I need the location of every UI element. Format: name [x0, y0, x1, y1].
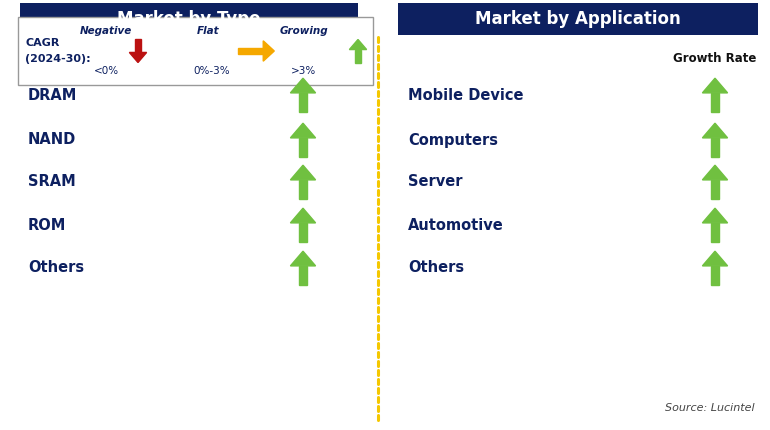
Text: Automotive: Automotive	[408, 218, 504, 233]
Text: ROM: ROM	[28, 218, 66, 233]
Polygon shape	[136, 40, 140, 52]
Text: Growth Rate: Growth Rate	[261, 52, 345, 64]
Text: Computers: Computers	[408, 132, 498, 147]
Text: Server: Server	[408, 175, 463, 190]
Text: >3%: >3%	[291, 66, 316, 76]
Polygon shape	[711, 93, 718, 112]
Polygon shape	[290, 251, 316, 266]
Polygon shape	[702, 251, 728, 266]
Text: Growing: Growing	[280, 26, 328, 36]
Polygon shape	[300, 266, 306, 285]
Polygon shape	[290, 208, 316, 223]
Polygon shape	[300, 223, 306, 242]
Text: Negative: Negative	[80, 26, 132, 36]
Text: Market by Type: Market by Type	[117, 10, 261, 28]
Polygon shape	[290, 123, 316, 138]
Polygon shape	[702, 78, 728, 93]
FancyBboxPatch shape	[20, 3, 358, 35]
Polygon shape	[356, 49, 360, 62]
Polygon shape	[300, 138, 306, 157]
Polygon shape	[129, 52, 146, 62]
Text: CAGR: CAGR	[25, 38, 59, 48]
Polygon shape	[711, 266, 718, 285]
Text: Source: Lucintel: Source: Lucintel	[665, 403, 755, 413]
Polygon shape	[702, 123, 728, 138]
Polygon shape	[711, 138, 718, 157]
FancyBboxPatch shape	[398, 3, 758, 35]
Text: <0%: <0%	[93, 66, 119, 76]
Polygon shape	[702, 208, 728, 223]
Polygon shape	[300, 93, 306, 112]
Text: 0%-3%: 0%-3%	[194, 66, 230, 76]
Polygon shape	[711, 223, 718, 242]
Text: SRAM: SRAM	[28, 175, 75, 190]
Polygon shape	[290, 165, 316, 180]
Polygon shape	[702, 165, 728, 180]
Text: Others: Others	[408, 261, 464, 276]
Text: (2024-30):: (2024-30):	[25, 54, 91, 64]
Polygon shape	[300, 180, 306, 199]
Text: Market by Application: Market by Application	[475, 10, 681, 28]
Polygon shape	[238, 48, 263, 54]
Text: NAND: NAND	[28, 132, 76, 147]
Polygon shape	[263, 41, 274, 61]
Polygon shape	[350, 40, 367, 49]
Polygon shape	[290, 78, 316, 93]
Text: DRAM: DRAM	[28, 87, 77, 102]
FancyBboxPatch shape	[18, 17, 373, 85]
Text: Flat: Flat	[196, 26, 219, 36]
Text: Growth Rate: Growth Rate	[673, 52, 757, 64]
Text: Others: Others	[28, 261, 84, 276]
Polygon shape	[711, 180, 718, 199]
Text: Mobile Device: Mobile Device	[408, 87, 524, 102]
